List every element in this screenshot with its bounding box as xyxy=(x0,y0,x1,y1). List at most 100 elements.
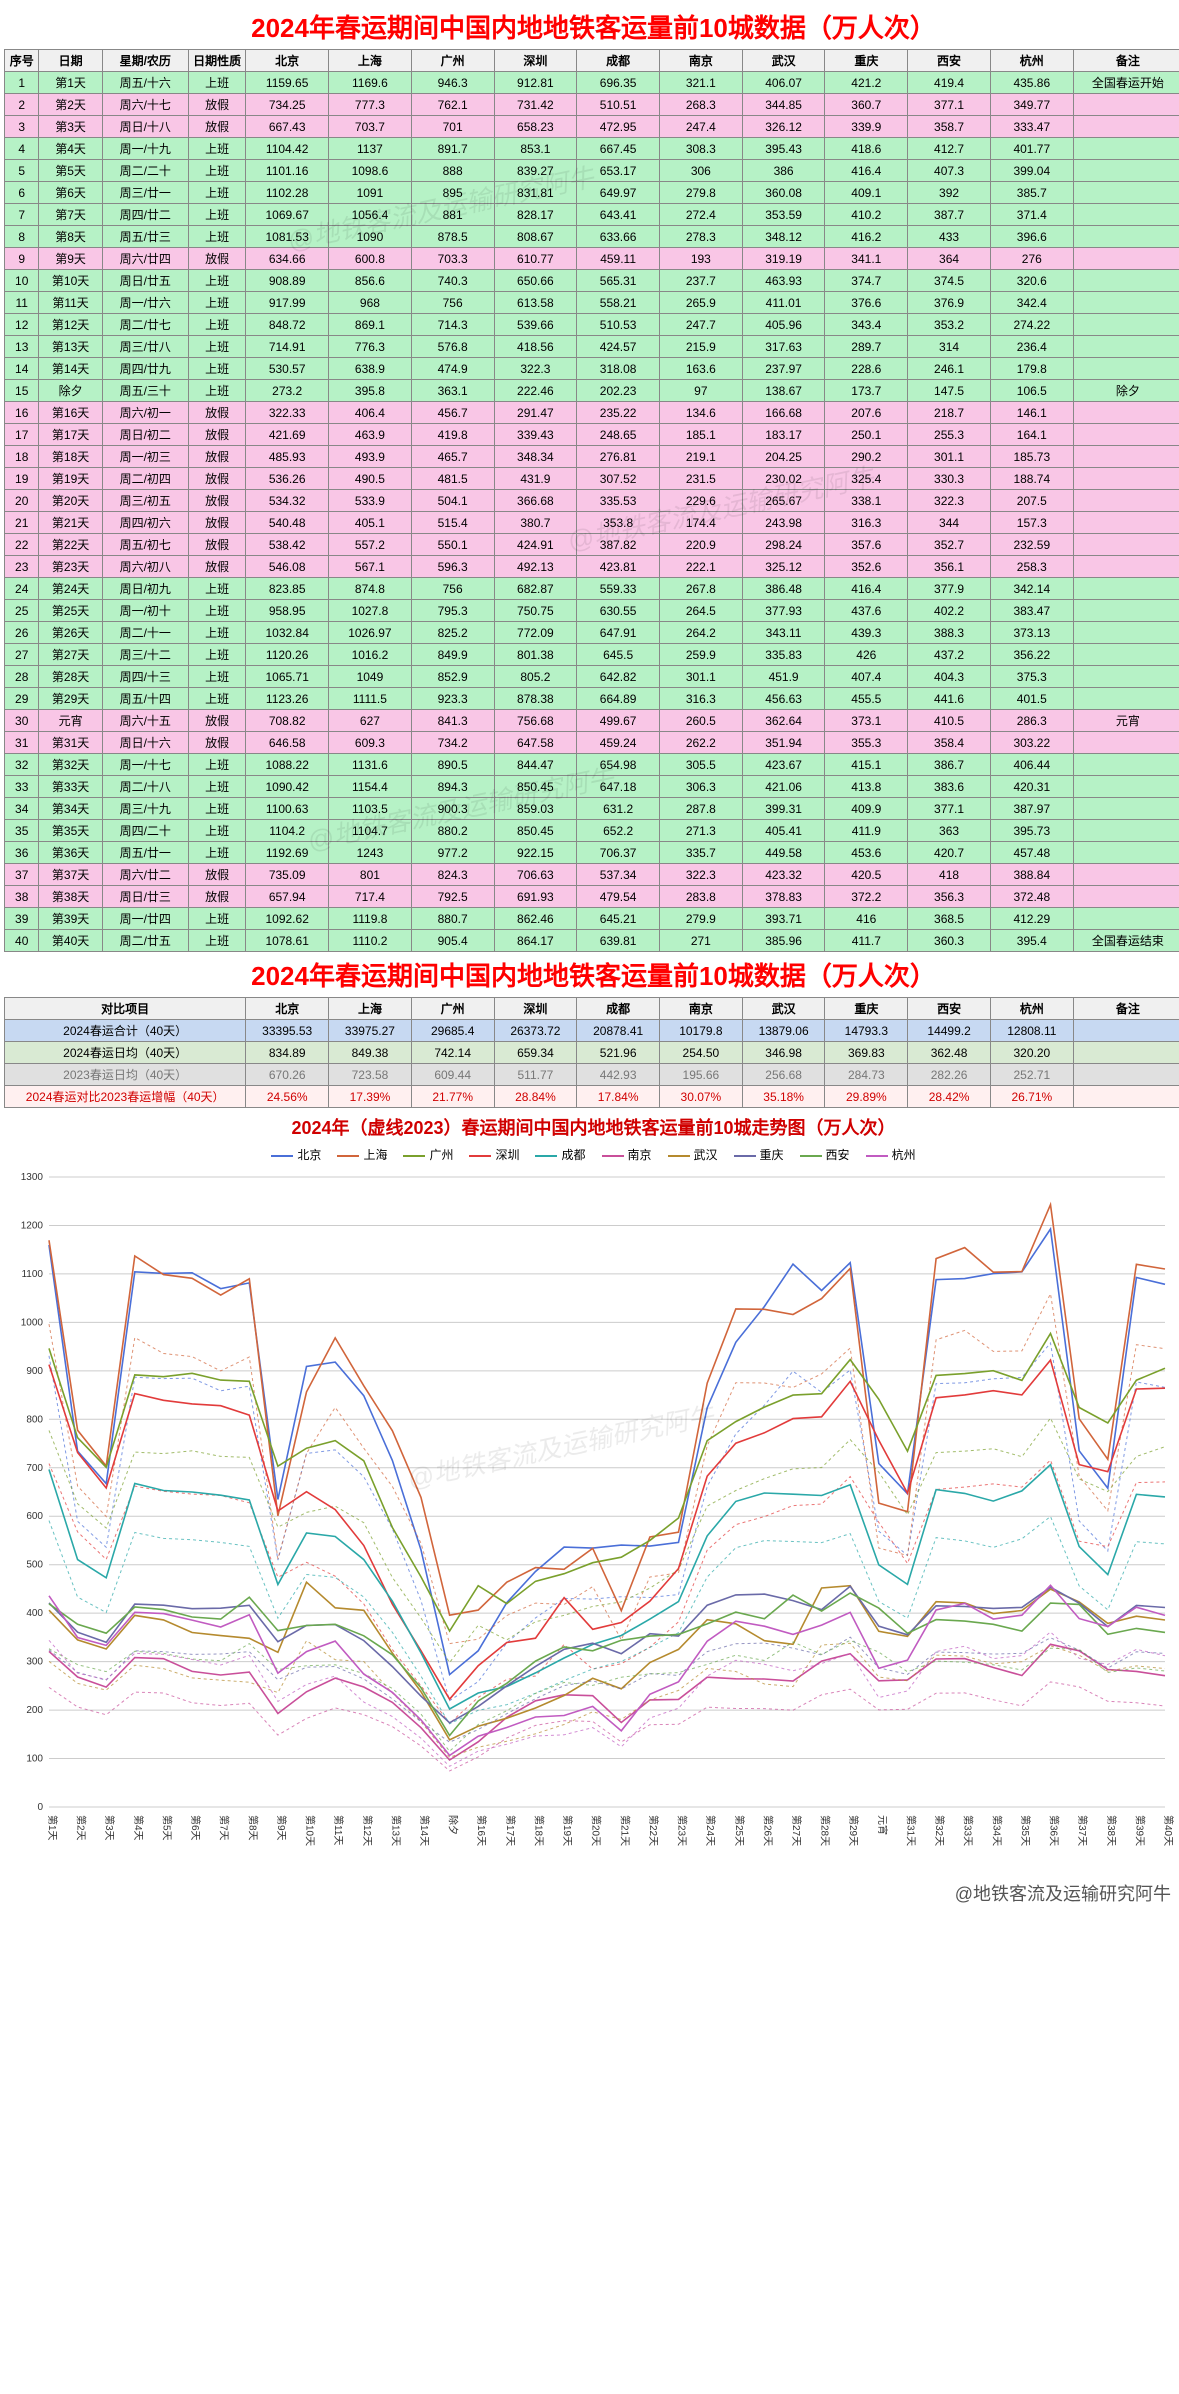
svg-text:第33天: 第33天 xyxy=(962,1815,975,1846)
table-header-row: 对比项目北京上海广州深圳成都南京武汉重庆西安杭州备注 xyxy=(5,998,1179,1020)
legend-swatch xyxy=(800,1155,822,1157)
col-header: 上海 xyxy=(329,50,412,72)
svg-text:第2天: 第2天 xyxy=(75,1815,88,1841)
svg-text:第11天: 第11天 xyxy=(332,1815,345,1845)
svg-text:第27天: 第27天 xyxy=(790,1815,803,1846)
summary-title: 2024年春运期间中国内地地铁客运量前10城数据（万人次） xyxy=(4,952,1179,997)
svg-text:1200: 1200 xyxy=(21,1220,44,1231)
summary-row: 2024春运日均（40天）834.89849.38742.14659.34521… xyxy=(5,1042,1179,1064)
col-header: 星期/农历 xyxy=(102,50,188,72)
svg-text:第19天: 第19天 xyxy=(561,1815,574,1846)
legend-swatch xyxy=(337,1155,359,1157)
table-row: 36第36天周五/廿一上班1192.691243977.2922.15706.3… xyxy=(5,842,1179,864)
col-header: 杭州 xyxy=(990,998,1073,1020)
legend-item: 西安 xyxy=(800,1146,850,1163)
table-row: 5第5天周二/二十上班1101.161098.6888839.27653.173… xyxy=(5,160,1179,182)
table-row: 35第35天周四/二十上班1104.21104.7880.2850.45652.… xyxy=(5,820,1179,842)
legend-item: 深圳 xyxy=(469,1146,519,1163)
col-header: 成都 xyxy=(577,50,660,72)
svg-text:第28天: 第28天 xyxy=(819,1815,832,1846)
table-row: 39第39天周一/廿四上班1092.621119.8880.7862.46645… xyxy=(5,908,1179,930)
col-header: 西安 xyxy=(908,50,991,72)
table-row: 13第13天周三/廿八上班714.91776.3576.8418.56424.5… xyxy=(5,336,1179,358)
col-header: 对比项目 xyxy=(5,998,246,1020)
table-row: 23第23天周六/初八放假546.08567.1596.3492.13423.8… xyxy=(5,556,1179,578)
table-row: 14第14天周四/廿九上班530.57638.9474.9322.3318.08… xyxy=(5,358,1179,380)
col-header: 日期性质 xyxy=(188,50,245,72)
table-row: 37第37天周六/廿二放假735.09801824.3706.63537.343… xyxy=(5,864,1179,886)
col-header: 重庆 xyxy=(825,50,908,72)
table-row: 20第20天周三/初五放假534.32533.9504.1366.68335.5… xyxy=(5,490,1179,512)
legend-item: 成都 xyxy=(535,1146,585,1163)
table-row: 38第38天周日/廿三放假657.94717.4792.5691.93479.5… xyxy=(5,886,1179,908)
col-header: 深圳 xyxy=(494,998,577,1020)
table-row: 33第33天周二/十八上班1090.421154.4894.3850.45647… xyxy=(5,776,1179,798)
svg-text:第18天: 第18天 xyxy=(532,1815,545,1846)
svg-text:第25天: 第25天 xyxy=(733,1815,746,1846)
col-header: 杭州 xyxy=(990,50,1073,72)
legend-swatch xyxy=(271,1155,293,1157)
svg-text:除夕: 除夕 xyxy=(447,1815,460,1835)
svg-text:第40天: 第40天 xyxy=(1162,1815,1175,1846)
col-header: 深圳 xyxy=(494,50,577,72)
legend-item: 重庆 xyxy=(734,1146,784,1163)
table-row: 7第7天周四/廿二上班1069.671056.4881828.17643.412… xyxy=(5,204,1179,226)
svg-text:500: 500 xyxy=(26,1560,43,1571)
table-row: 25第25天周一/初十上班958.951027.8795.3750.75630.… xyxy=(5,600,1179,622)
svg-text:第3天: 第3天 xyxy=(103,1815,116,1841)
summary-table: 对比项目北京上海广州深圳成都南京武汉重庆西安杭州备注 2024春运合计（40天）… xyxy=(4,997,1179,1108)
table-row: 3第3天周日/十八放假667.43703.7701658.23472.95247… xyxy=(5,116,1179,138)
svg-text:100: 100 xyxy=(26,1754,43,1765)
table-row: 17第17天周日/初二放假421.69463.9419.8339.43248.6… xyxy=(5,424,1179,446)
legend-swatch xyxy=(668,1155,690,1157)
svg-text:第24天: 第24天 xyxy=(704,1815,717,1846)
svg-text:第36天: 第36天 xyxy=(1048,1815,1061,1846)
col-header: 南京 xyxy=(659,50,742,72)
svg-text:第34天: 第34天 xyxy=(990,1815,1003,1846)
col-header: 南京 xyxy=(660,998,743,1020)
svg-text:1300: 1300 xyxy=(21,1172,44,1183)
svg-text:400: 400 xyxy=(26,1608,43,1619)
col-header: 北京 xyxy=(246,50,329,72)
table-row: 18第18天周一/初三放假485.93493.9465.7348.34276.8… xyxy=(5,446,1179,468)
legend-item: 北京 xyxy=(271,1146,321,1163)
table-row: 11第11天周一/廿六上班917.99968756613.58558.21265… xyxy=(5,292,1179,314)
table-row: 6第6天周三/廿一上班1102.281091895831.81649.97279… xyxy=(5,182,1179,204)
svg-text:700: 700 xyxy=(26,1463,43,1474)
col-header: 日期 xyxy=(39,50,102,72)
table-row: 2第2天周六/十七放假734.25777.3762.1731.42510.512… xyxy=(5,94,1179,116)
svg-text:第31天: 第31天 xyxy=(904,1815,917,1846)
main-title: 2024年春运期间中国内地地铁客运量前10城数据（万人次） xyxy=(4,4,1179,49)
svg-text:第16天: 第16天 xyxy=(475,1815,488,1846)
table-row: 19第19天周二/初四放假536.26490.5481.5431.9307.52… xyxy=(5,468,1179,490)
table-row: 8第8天周五/廿三上班1081.531090878.5808.67633.662… xyxy=(5,226,1179,248)
table-row: 24第24天周日/初九上班823.85874.8756682.87559.332… xyxy=(5,578,1179,600)
svg-text:600: 600 xyxy=(26,1511,43,1522)
legend-item: 南京 xyxy=(602,1146,652,1163)
table-header-row: 序号日期星期/农历日期性质北京上海广州深圳成都南京武汉重庆西安杭州备注 xyxy=(5,50,1179,72)
col-header: 序号 xyxy=(5,50,39,72)
col-header: 重庆 xyxy=(825,998,908,1020)
table-row: 9第9天周六/廿四放假634.66600.8703.3610.77459.111… xyxy=(5,248,1179,270)
table-row: 12第12天周二/廿七上班848.72869.1714.3539.66510.5… xyxy=(5,314,1179,336)
svg-text:1100: 1100 xyxy=(21,1269,43,1280)
table-row: 1第1天周五/十六上班1159.651169.6946.3912.81696.3… xyxy=(5,72,1179,94)
svg-text:第21天: 第21天 xyxy=(618,1815,631,1846)
col-header: 广州 xyxy=(411,50,494,72)
trend-chart: 0100200300400500600700800900100011001200… xyxy=(4,1167,1175,1867)
svg-text:第20天: 第20天 xyxy=(590,1815,603,1846)
table-row: 22第22天周五/初七放假538.42557.2550.1424.91387.8… xyxy=(5,534,1179,556)
col-header: 武汉 xyxy=(742,998,825,1020)
svg-text:第7天: 第7天 xyxy=(218,1815,231,1841)
svg-text:第10天: 第10天 xyxy=(304,1815,317,1846)
svg-text:第39天: 第39天 xyxy=(1133,1815,1146,1846)
svg-text:1000: 1000 xyxy=(21,1317,44,1328)
svg-text:第4天: 第4天 xyxy=(132,1815,145,1841)
table-row: 30元宵周六/十五放假708.82627841.3756.68499.67260… xyxy=(5,710,1179,732)
table-row: 21第21天周四/初六放假540.48405.1515.4380.7353.81… xyxy=(5,512,1179,534)
svg-text:第26天: 第26天 xyxy=(761,1815,774,1846)
legend-swatch xyxy=(535,1155,557,1157)
table-row: 31第31天周日/十六放假646.58609.3734.2647.58459.2… xyxy=(5,732,1179,754)
table-row: 34第34天周三/十九上班1100.631103.5900.3859.03631… xyxy=(5,798,1179,820)
daily-data-table: 序号日期星期/农历日期性质北京上海广州深圳成都南京武汉重庆西安杭州备注 1第1天… xyxy=(4,49,1179,952)
